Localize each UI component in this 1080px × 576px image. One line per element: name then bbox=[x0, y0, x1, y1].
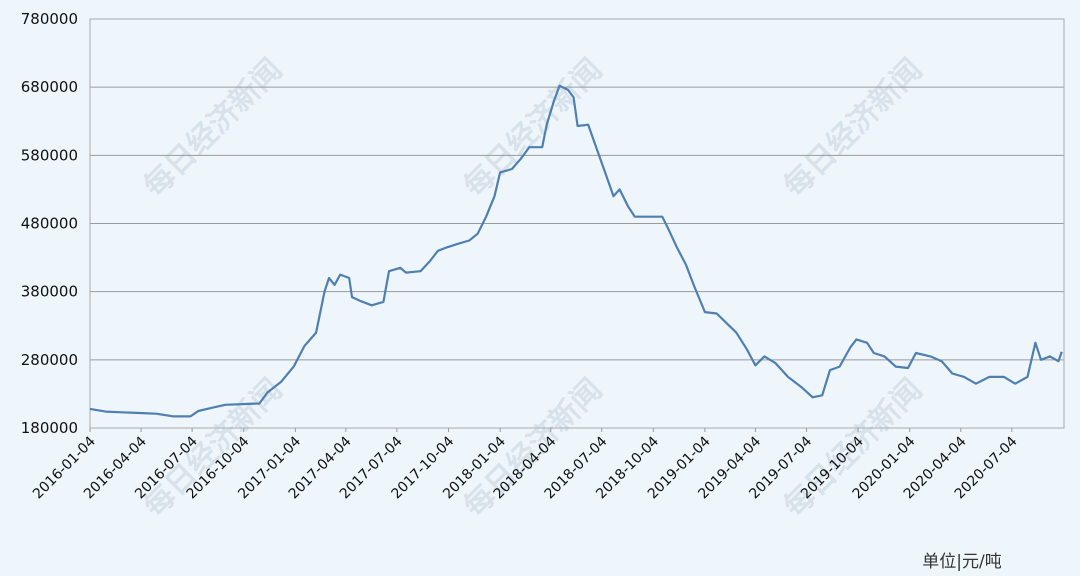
plot-area-border bbox=[89, 18, 1065, 429]
watermark-text: 每日经济新闻 bbox=[457, 52, 609, 204]
y-tick-label: 280000 bbox=[21, 351, 78, 369]
y-tick-label: 580000 bbox=[21, 146, 78, 164]
y-tick-label: 480000 bbox=[21, 215, 78, 233]
series-line bbox=[89, 84, 1063, 418]
y-tick-label: 180000 bbox=[21, 419, 78, 437]
y-tick-label: 380000 bbox=[21, 283, 78, 301]
y-tick-label: 780000 bbox=[21, 10, 78, 28]
watermark-text: 每日经济新闻 bbox=[137, 52, 289, 204]
watermark-text: 每日经济新闻 bbox=[777, 52, 929, 204]
y-axis-ticks: 180000 280000 380000 480000 580000 680000 7800… bbox=[21, 10, 78, 437]
y-tick-label: 680000 bbox=[21, 78, 78, 96]
unit-label: 单位|元/吨 bbox=[922, 552, 1001, 572]
series-layer bbox=[89, 84, 1063, 418]
